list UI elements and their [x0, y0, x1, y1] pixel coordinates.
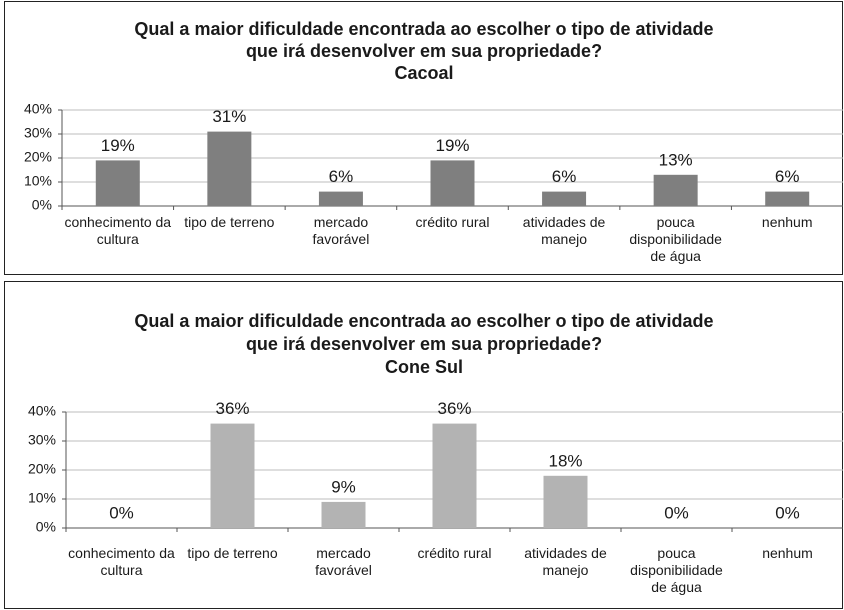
x-tick-label: tipo de terreno	[187, 545, 278, 561]
y-tick-label: 0%	[36, 519, 56, 535]
x-tick-label: crédito rural	[415, 214, 490, 230]
x-tick-label: pouca disponibilidade de água	[630, 545, 723, 595]
data-label: 19%	[101, 136, 135, 155]
bar	[210, 423, 255, 528]
data-label: 6%	[775, 167, 800, 186]
chart-title: que irá desenvolver em sua propriedade?	[246, 41, 602, 61]
bar	[321, 501, 366, 528]
y-tick-label: 30%	[24, 125, 52, 141]
y-tick-label: 20%	[24, 149, 52, 165]
chart-title: Cacoal	[394, 63, 453, 83]
bar	[543, 475, 588, 528]
y-tick-label: 10%	[24, 173, 52, 189]
y-tick-label: 20%	[28, 461, 56, 477]
y-tick-label: 40%	[24, 101, 52, 117]
data-label: 0%	[109, 503, 134, 522]
data-label: 36%	[437, 399, 471, 418]
chart-title: Qual a maior dificuldade encontrada ao e…	[134, 311, 713, 331]
data-label: 0%	[775, 503, 800, 522]
x-tick-label: nenhum	[761, 214, 813, 230]
x-tick-label: atividades de manejo	[524, 545, 607, 578]
bar	[542, 191, 587, 206]
bar	[95, 160, 140, 206]
data-label: 13%	[659, 150, 693, 169]
chart-title: Qual a maior dificuldade encontrada ao e…	[134, 19, 713, 39]
data-label: 18%	[548, 451, 582, 470]
data-label: 19%	[435, 136, 469, 155]
chart-frame	[4, 1, 843, 275]
data-label: 31%	[212, 107, 246, 126]
x-tick-label: conhecimento da cultura	[64, 214, 172, 247]
data-label: 6%	[329, 167, 354, 186]
x-tick-label: pouca disponibilidade de água	[629, 214, 722, 264]
bar	[430, 160, 475, 206]
bar	[653, 174, 698, 206]
x-tick-label: mercado favorável	[312, 214, 370, 247]
bar	[318, 191, 363, 206]
bar	[207, 131, 252, 206]
y-tick-label: 40%	[28, 403, 56, 419]
data-label: 0%	[664, 503, 689, 522]
x-tick-label: mercado favorável	[315, 545, 372, 578]
bar	[432, 423, 477, 528]
bar	[765, 191, 810, 206]
data-label: 36%	[215, 399, 249, 418]
chart-title: Cone Sul	[385, 357, 463, 377]
y-tick-label: 0%	[32, 197, 52, 213]
data-label: 9%	[331, 477, 356, 496]
x-tick-label: crédito rural	[417, 545, 492, 561]
x-tick-label: atividades de manejo	[522, 214, 606, 247]
x-tick-label: nenhum	[762, 545, 813, 561]
x-tick-label: conhecimento da cultura	[68, 545, 175, 578]
chart-frame	[4, 281, 843, 609]
chart-title: que irá desenvolver em sua propriedade?	[246, 334, 602, 354]
data-label: 6%	[552, 167, 577, 186]
x-tick-label: tipo de terreno	[184, 214, 275, 230]
y-tick-label: 10%	[28, 490, 56, 506]
y-tick-label: 30%	[28, 432, 56, 448]
